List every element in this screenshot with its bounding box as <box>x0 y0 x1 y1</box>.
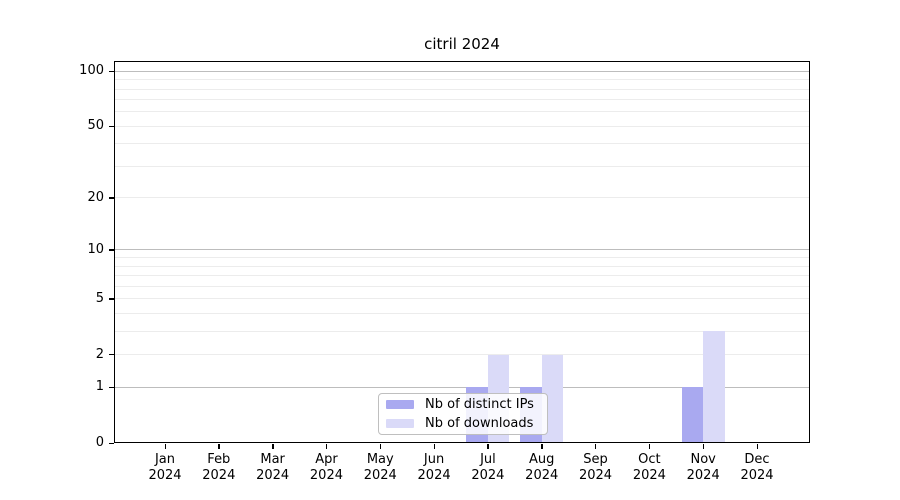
gridline-y-2 <box>114 354 810 356</box>
x-tick-mar <box>272 444 274 449</box>
gridline-y-50 <box>114 125 810 127</box>
y-tick-label-50: 50 <box>87 118 104 134</box>
x-tick-apr <box>325 444 328 449</box>
gridline-y-3 <box>114 330 810 332</box>
x-tick-nov <box>702 444 705 449</box>
chart-title: citril 2024 <box>424 35 500 53</box>
x-tick-label-nov: Nov 2024 <box>686 452 720 483</box>
gridline-y-4 <box>114 312 810 314</box>
gridline-y-10 <box>114 249 810 251</box>
gridline-y-70 <box>114 99 810 101</box>
y-tick-label-2: 2 <box>95 346 104 362</box>
x-tick-label-dec: Dec 2024 <box>740 452 774 483</box>
x-tick-may <box>379 444 382 449</box>
legend-item-downloads: Nb of downloads <box>379 414 547 433</box>
x-tick-aug <box>541 444 543 449</box>
y-tick-label-10: 10 <box>87 241 104 257</box>
x-tick-label-oct: Oct 2024 <box>632 452 666 483</box>
legend-label-distinct-ips: Nb of distinct IPs <box>425 397 534 412</box>
gridline-y-7 <box>114 275 810 277</box>
x-tick-dec <box>756 444 758 449</box>
x-tick-label-jul: Jul 2024 <box>471 452 505 483</box>
x-tick-jan <box>164 444 166 449</box>
y-tick-50 <box>109 125 114 128</box>
x-tick-label-jan: Jan 2024 <box>148 452 182 483</box>
x-tick-oct <box>648 444 651 449</box>
x-tick-sep <box>595 444 597 449</box>
x-tick-label-feb: Feb 2024 <box>202 452 236 483</box>
y-tick-0 <box>109 442 114 444</box>
x-tick-jun <box>433 444 435 449</box>
x-tick-label-mar: Mar 2024 <box>256 452 290 483</box>
gridline-y-9 <box>114 257 810 259</box>
gridline-y-60 <box>114 111 810 113</box>
legend-swatch-distinct-ips <box>386 400 414 409</box>
x-tick-label-sep: Sep 2024 <box>578 452 613 483</box>
legend-item-distinct-ips: Nb of distinct IPs <box>379 395 547 414</box>
gridline-y-1 <box>114 386 810 388</box>
bar-distinct-ips-nov <box>681 387 704 443</box>
gridline-y-80 <box>114 88 810 90</box>
gridline-y-90 <box>114 79 810 81</box>
y-tick-20 <box>109 197 114 199</box>
y-tick-label-100: 100 <box>79 63 104 79</box>
gridline-y-30 <box>114 165 810 167</box>
gridline-y-8 <box>114 265 810 267</box>
y-tick-label-0: 0 <box>95 435 104 450</box>
gridline-y-40 <box>114 143 810 145</box>
legend-label-downloads: Nb of downloads <box>425 416 534 431</box>
y-tick-100 <box>109 70 114 73</box>
y-tick-label-5: 5 <box>95 290 104 306</box>
y-tick-label-20: 20 <box>87 189 104 205</box>
gridline-y-6 <box>114 285 810 287</box>
bar-downloads-nov <box>703 331 725 443</box>
x-tick-label-aug: Aug 2024 <box>525 452 559 483</box>
x-tick-label-apr: Apr 2024 <box>309 452 343 483</box>
y-tick-10 <box>109 249 114 251</box>
x-tick-label-may: May 2024 <box>363 452 397 483</box>
legend: Nb of distinct IPs Nb of downloads <box>378 393 548 435</box>
gridline-y-100 <box>114 70 810 72</box>
x-tick-label-jun: Jun 2024 <box>417 452 451 483</box>
y-tick-label-1: 1 <box>95 379 104 395</box>
x-tick-jul <box>487 444 489 449</box>
y-tick-5 <box>109 298 114 300</box>
gridline-y-5 <box>114 298 810 300</box>
y-tick-1 <box>109 386 114 389</box>
y-tick-2 <box>109 354 114 356</box>
legend-swatch-downloads <box>386 419 414 428</box>
gridline-y-20 <box>114 197 810 199</box>
x-tick-feb <box>218 444 220 449</box>
